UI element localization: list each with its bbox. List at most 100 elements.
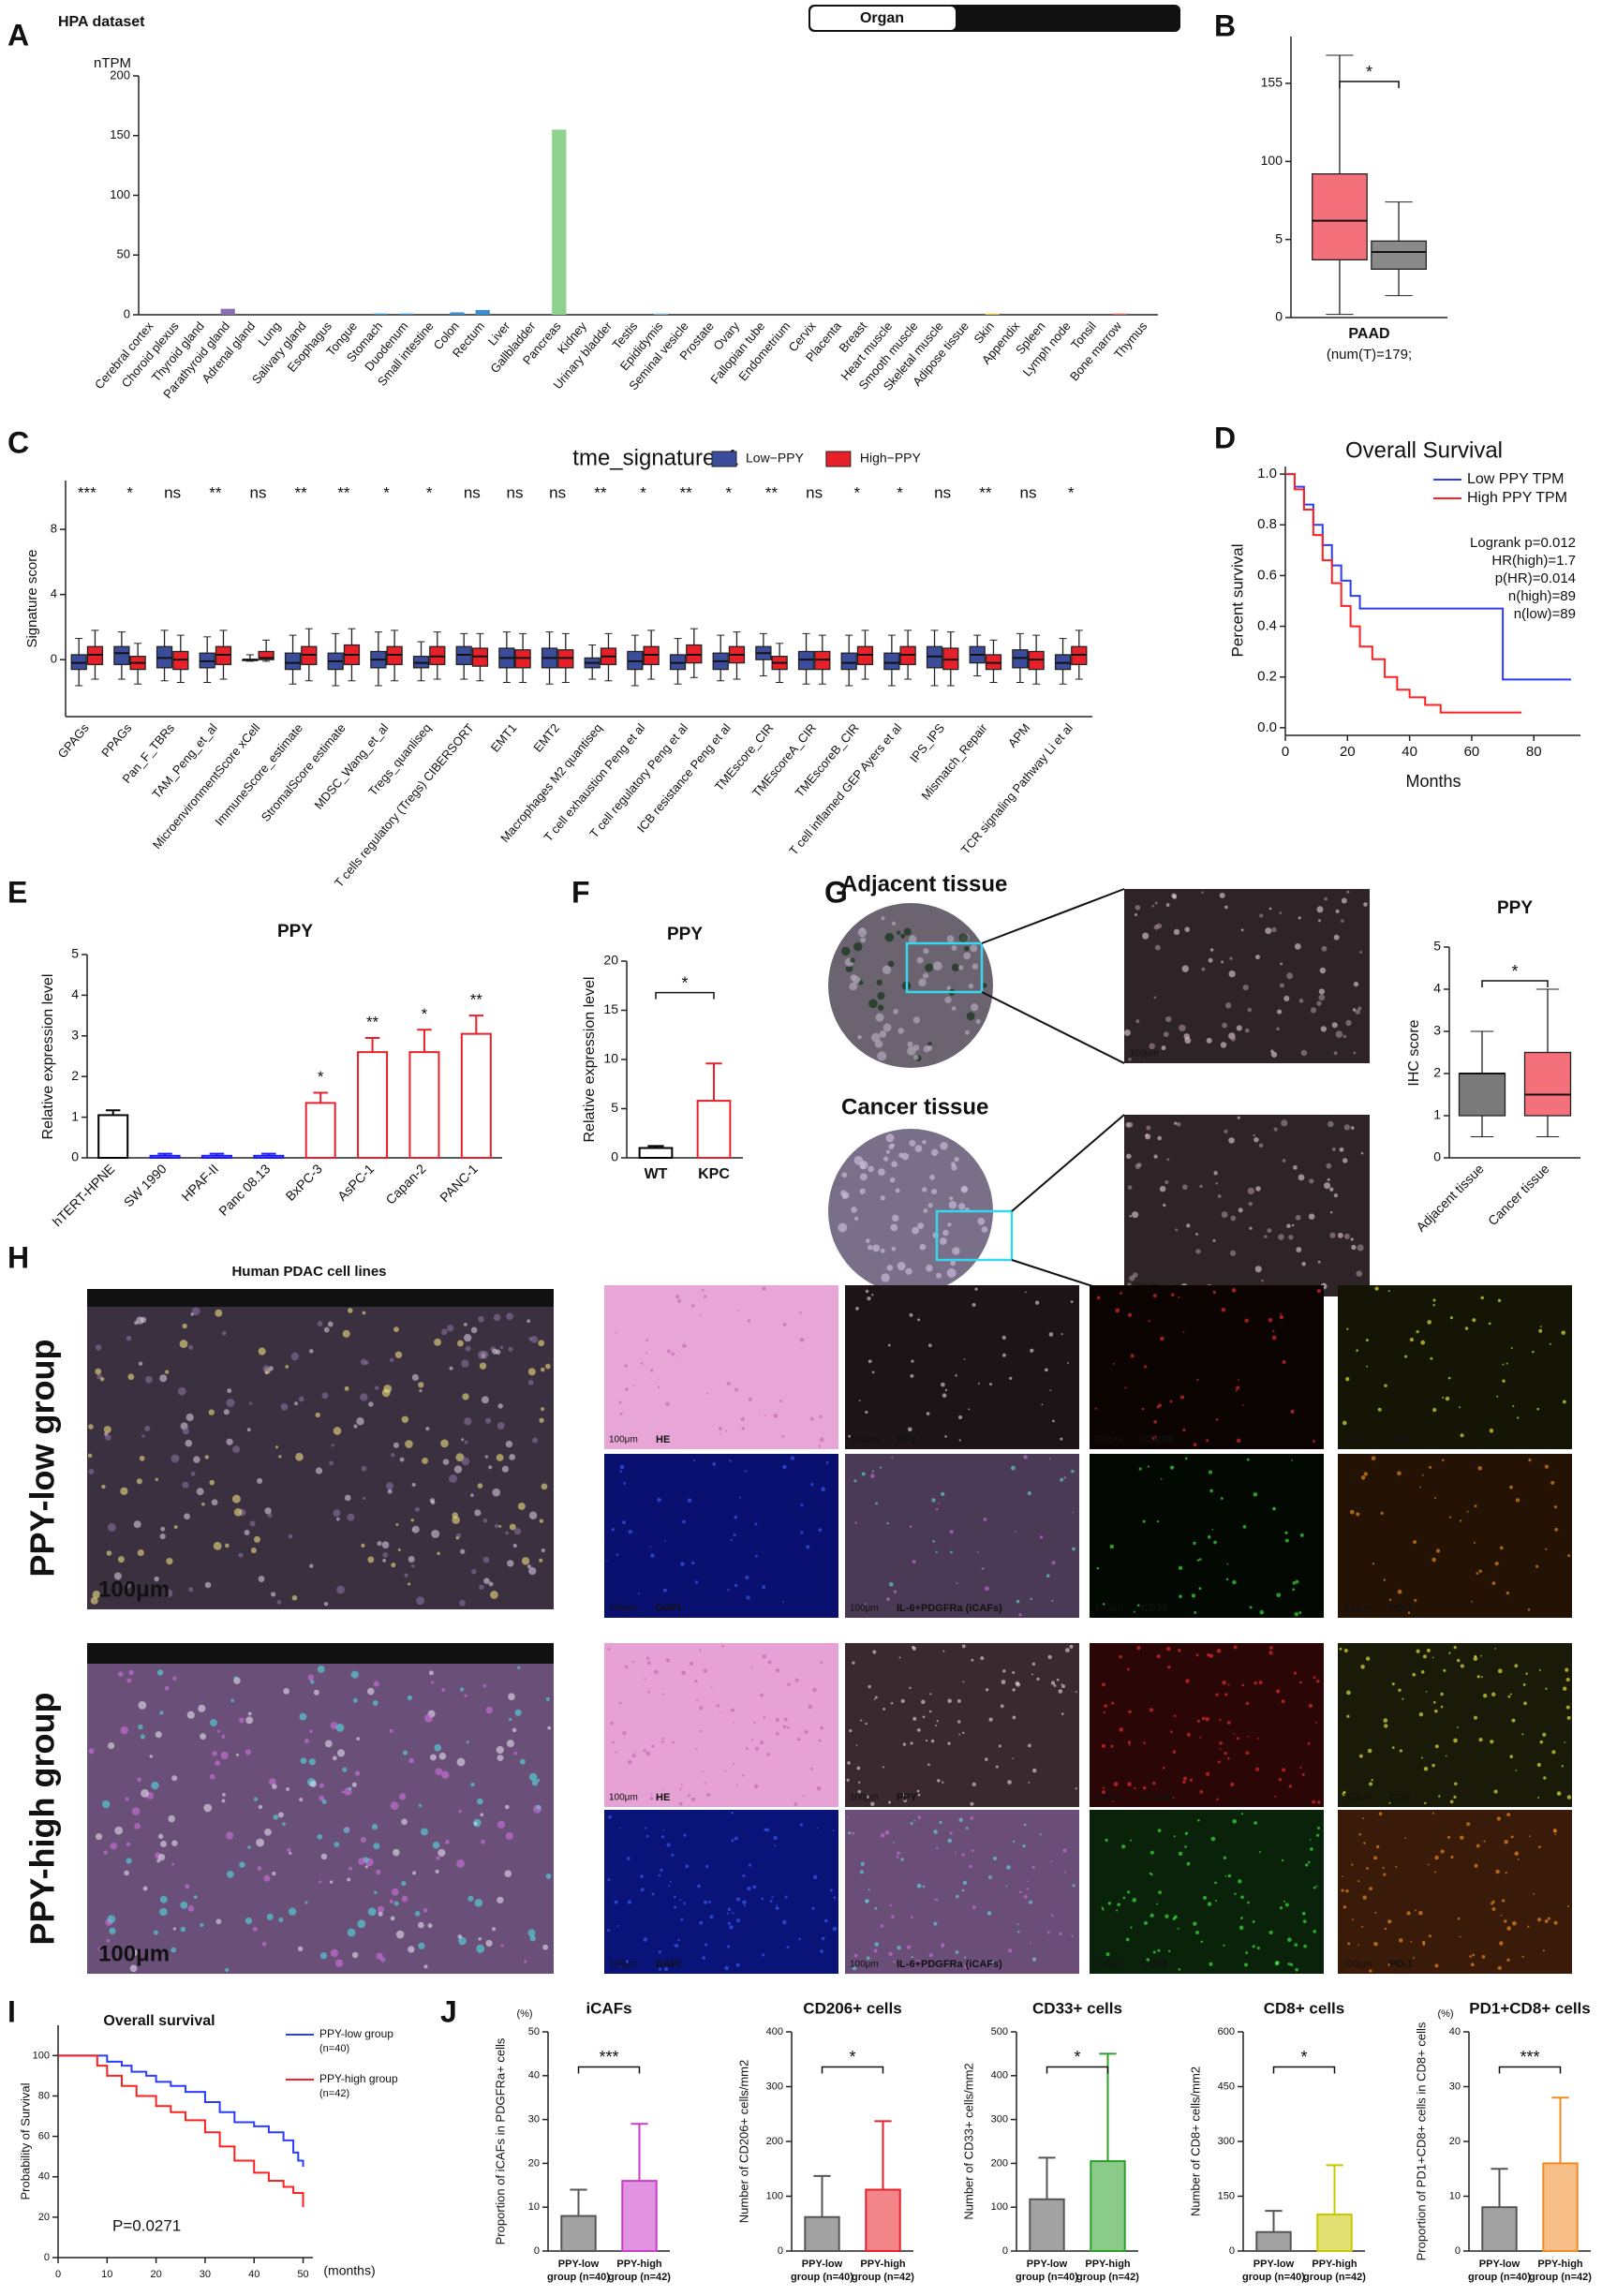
texture-dot	[910, 1916, 913, 1919]
stat-label: n(high)=89	[1508, 588, 1576, 604]
texture-dot	[1316, 1826, 1321, 1829]
texture-dot	[776, 1903, 779, 1906]
texture-dot	[1028, 1743, 1031, 1748]
texture-dot	[411, 1525, 420, 1533]
texture-dot	[357, 1919, 366, 1929]
y-tick-label: 500	[991, 2026, 1008, 2037]
texture-dot	[857, 1789, 862, 1794]
texture-dot	[1215, 1181, 1219, 1185]
texture-dot	[298, 1396, 304, 1402]
texture-dot	[1318, 994, 1326, 1001]
texture-dot	[1312, 1800, 1316, 1804]
texture-dot	[889, 1903, 893, 1907]
texture-dot	[441, 1770, 450, 1779]
texture-dot	[389, 1357, 394, 1363]
bar	[696, 1100, 732, 1159]
texture-dot	[1564, 1741, 1566, 1743]
texture-dot	[852, 1965, 857, 1971]
bar	[253, 1154, 285, 1159]
texture-dot	[404, 1573, 408, 1578]
texture-dot	[1545, 1687, 1548, 1690]
texture-dot	[872, 1650, 877, 1654]
texture-dot	[1031, 1865, 1035, 1870]
x-tick-label: IPS_IPS	[907, 720, 947, 765]
texture-dot	[1012, 1840, 1016, 1844]
bar	[1255, 2230, 1292, 2252]
texture-dot	[290, 1352, 300, 1361]
texture-dot	[1035, 1300, 1040, 1305]
texture-dot	[925, 1739, 928, 1742]
texture-dot	[779, 1400, 783, 1403]
significance: ns	[507, 483, 524, 501]
texture-dot	[909, 1525, 912, 1529]
texture-dot	[182, 1428, 189, 1435]
texture-dot	[1158, 1403, 1162, 1408]
texture-dot	[198, 1704, 206, 1712]
texture-dot	[964, 1956, 967, 1959]
texture-dot	[1443, 1668, 1446, 1672]
texture-dot	[903, 927, 912, 936]
texture-dot	[438, 1848, 446, 1857]
texture-dot	[1522, 1683, 1526, 1686]
texture-dot	[187, 1587, 194, 1592]
texture-dot	[383, 1385, 393, 1393]
texture-dot	[680, 1918, 684, 1921]
texture-dot	[786, 1946, 790, 1948]
texture-dot	[787, 1682, 791, 1686]
toggle-button[interactable]	[1068, 7, 1179, 30]
texture-dot	[1219, 1748, 1222, 1751]
texture-dot	[1156, 1654, 1161, 1659]
texture-dot	[1165, 1015, 1172, 1023]
texture-dot	[390, 1916, 395, 1921]
texture-dot	[1215, 1418, 1219, 1421]
x-tick-label: 20	[150, 2269, 161, 2280]
scale-label: 100μm	[1094, 1604, 1123, 1614]
texture-dot	[1232, 1579, 1237, 1585]
texture-dot	[513, 1751, 518, 1755]
texture-dot	[182, 1323, 187, 1329]
texture-dot	[1184, 1037, 1192, 1044]
texture-dot	[458, 1809, 462, 1814]
micrograph	[1124, 1115, 1370, 1296]
texture-dot	[1161, 1045, 1166, 1051]
texture-dot	[1006, 1865, 1011, 1870]
texture-dot	[1221, 960, 1224, 964]
texture-dot	[221, 1734, 226, 1739]
texture-dot	[888, 1581, 894, 1587]
error-bar	[417, 1029, 432, 1053]
texture-dot	[909, 1312, 913, 1317]
texture-dot	[149, 1755, 153, 1758]
toggle-button[interactable]	[810, 7, 956, 30]
texture-dot	[103, 1426, 111, 1434]
texture-dot	[190, 1312, 194, 1316]
texture-dot	[287, 1847, 291, 1853]
texture-dot	[1412, 1672, 1417, 1677]
texture-dot	[1369, 1969, 1372, 1973]
error-bar	[364, 1036, 380, 1053]
texture-dot	[1447, 1376, 1451, 1380]
texture-dot	[1056, 1678, 1060, 1681]
texture-dot	[900, 1858, 904, 1861]
texture-dot	[1502, 1363, 1505, 1366]
texture-dot	[691, 1561, 695, 1565]
texture-dot	[1453, 1738, 1458, 1743]
texture-dot	[172, 1927, 176, 1931]
error-bar	[1265, 2210, 1283, 2232]
texture-dot	[131, 1807, 141, 1815]
texture-dot	[1247, 1736, 1250, 1738]
texture-dot	[1423, 1766, 1429, 1771]
texture-dot	[622, 1730, 627, 1736]
texture-dot	[1223, 1944, 1225, 1947]
texture-dot	[628, 1759, 632, 1765]
texture-dot	[1298, 999, 1304, 1003]
texture-dot	[916, 956, 924, 964]
texture-dot	[1478, 1737, 1483, 1742]
texture-dot	[1232, 1818, 1238, 1824]
y-tick-label: 0	[1433, 1149, 1441, 1164]
toggle-button[interactable]	[956, 7, 1066, 30]
texture-dot	[649, 1546, 652, 1548]
texture-dot	[483, 1578, 490, 1584]
significance: *	[318, 1068, 324, 1086]
texture-dot	[995, 1765, 999, 1769]
texture-dot	[1420, 1756, 1423, 1759]
